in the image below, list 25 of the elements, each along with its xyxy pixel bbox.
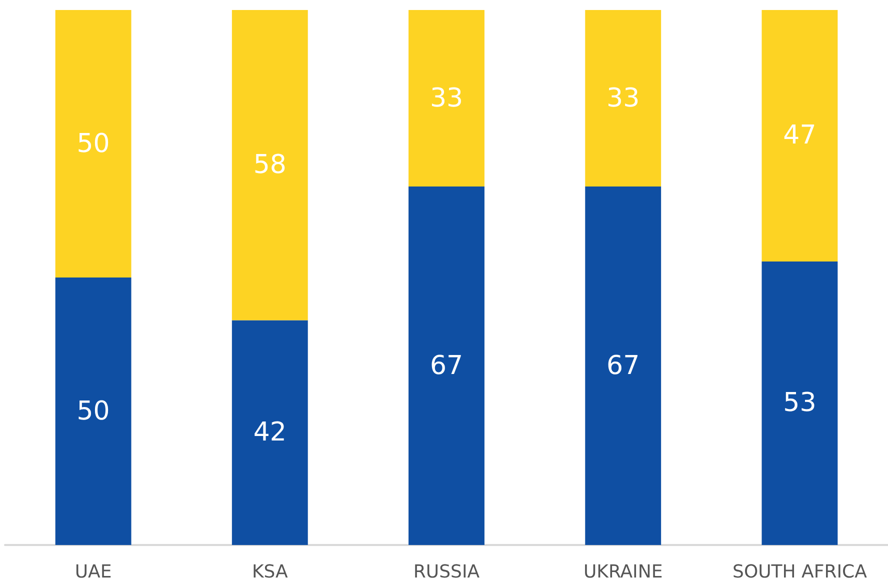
x-tick-label: RUSSIA	[413, 562, 480, 582]
bar	[232, 320, 308, 545]
data-label: 67	[606, 350, 640, 381]
data-label: 47	[783, 120, 816, 151]
data-label: 50	[76, 396, 110, 426]
x-tick-label: UKRAINE	[583, 562, 663, 582]
data-label: 33	[606, 83, 640, 114]
bar	[408, 186, 484, 545]
data-label: 42	[253, 418, 286, 448]
data-label: 50	[76, 128, 110, 159]
bar	[585, 186, 662, 545]
bar	[55, 278, 132, 545]
x-tick-label: KSA	[252, 562, 289, 582]
data-label: 53	[783, 388, 816, 418]
x-tick-label: UAE	[74, 562, 112, 582]
bar	[408, 10, 484, 187]
bar	[762, 261, 838, 545]
bar	[55, 10, 132, 278]
bar	[762, 10, 838, 262]
bar	[585, 10, 662, 187]
data-label: 33	[430, 83, 464, 114]
bar	[232, 10, 308, 320]
data-label: 67	[430, 350, 464, 381]
x-tick-label: SOUTH AFRICA	[732, 562, 868, 582]
data-label: 58	[253, 150, 286, 180]
